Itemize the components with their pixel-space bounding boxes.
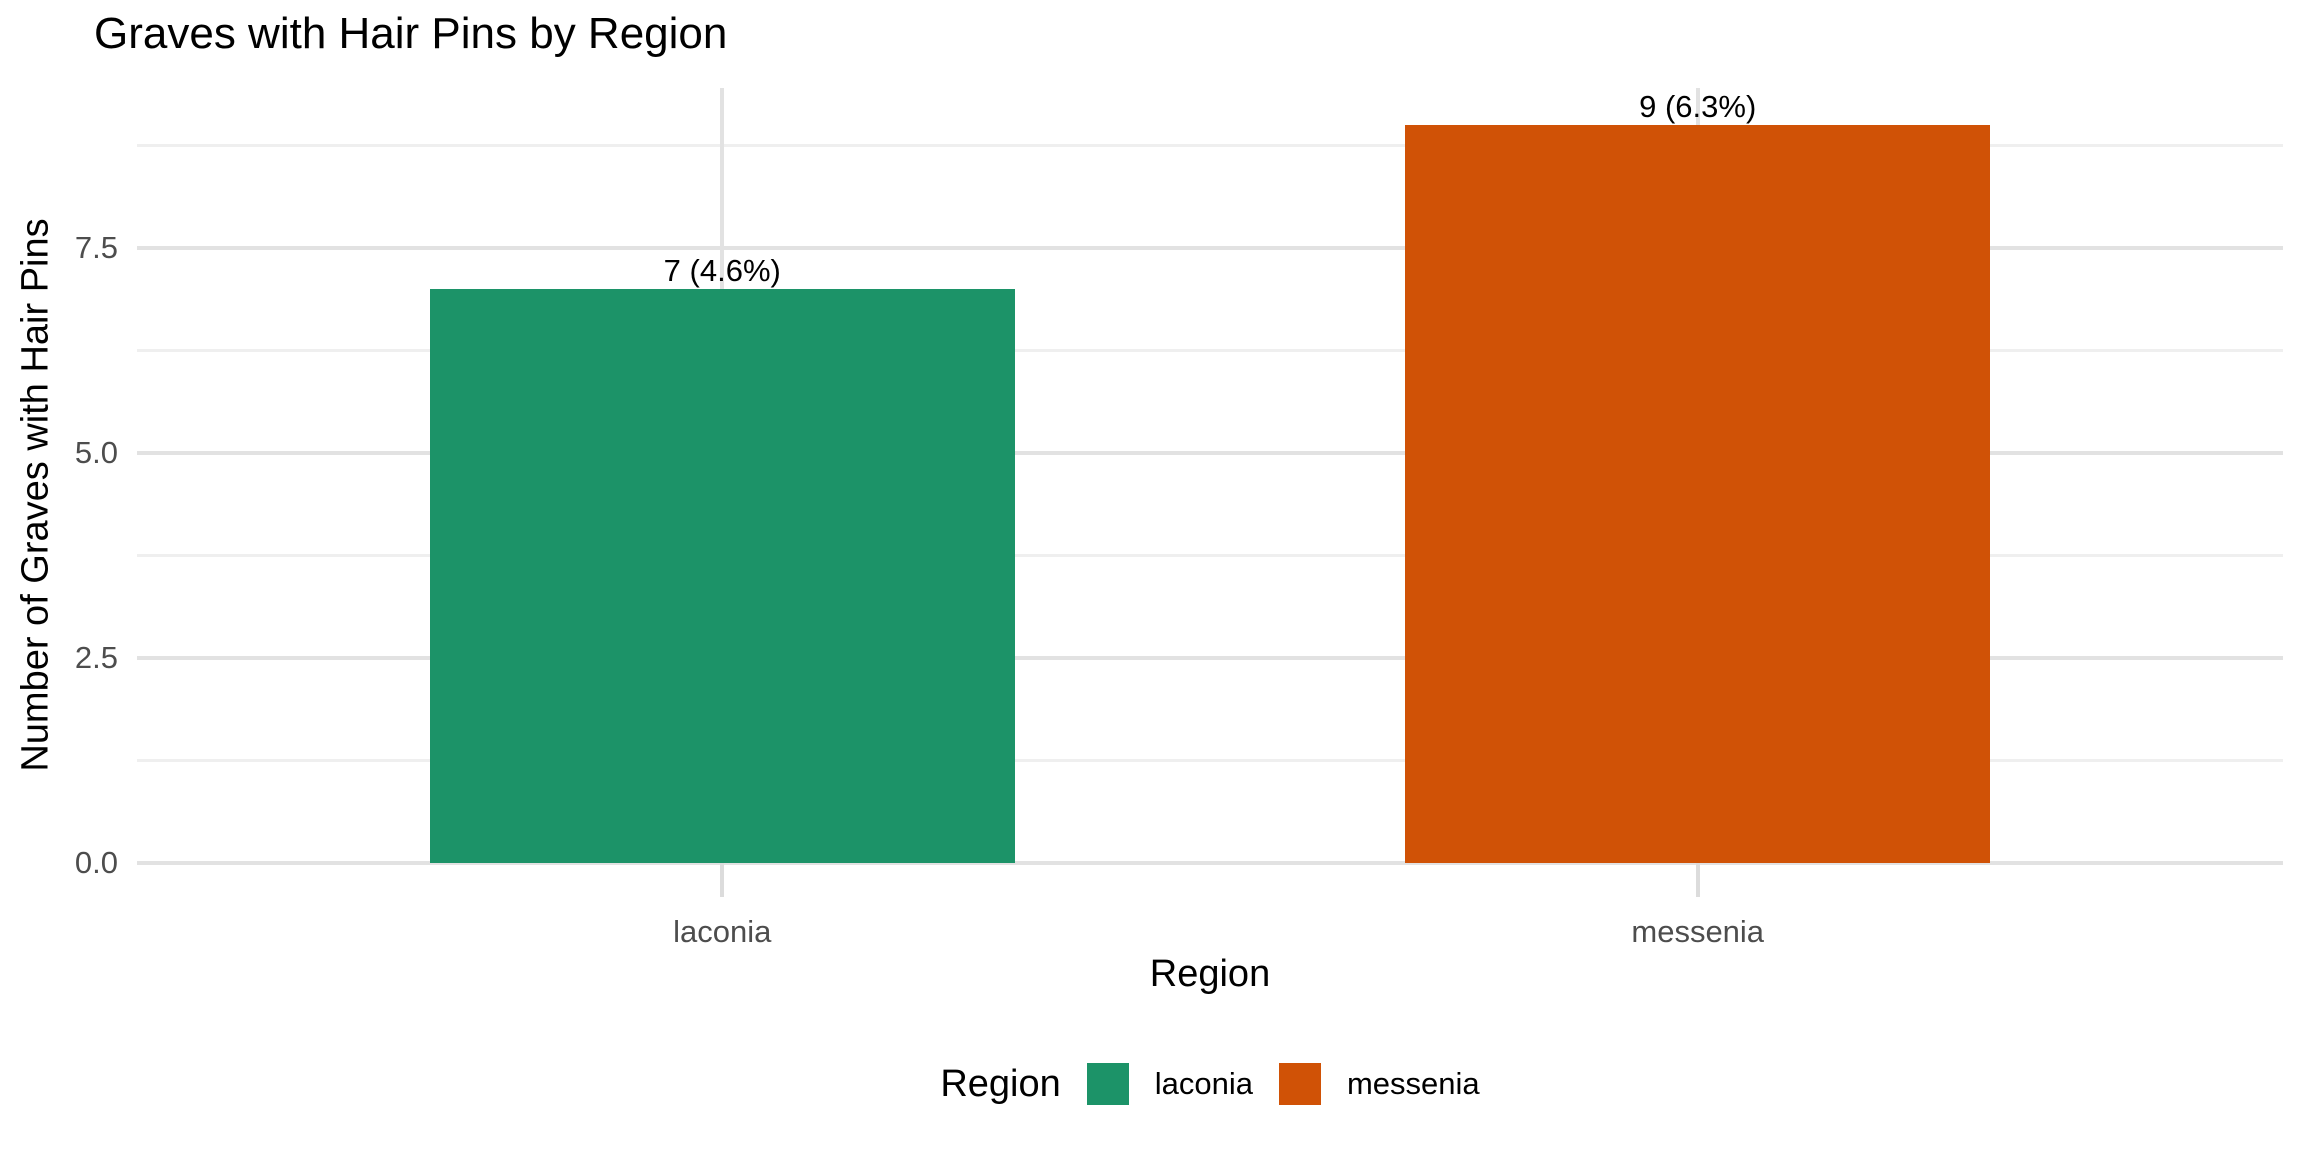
x-axis-title: Region (1149, 953, 1271, 995)
x-tick-laconia (720, 863, 725, 897)
y-tick-label-0.0: 0.0 (74, 845, 118, 880)
gridline-major-y-5 (137, 450, 2283, 455)
x-tick-label-messenia: messenia (1631, 914, 1765, 949)
legend-swatch-laconia (1086, 1063, 1129, 1105)
gridline-minor-y-8.75 (137, 143, 2283, 147)
gridline-minor-y-1.25 (137, 758, 2283, 762)
gridline-major-y-7.5 (137, 245, 2283, 250)
chart-title: Graves with Hair Pins by Region (94, 9, 728, 58)
legend: Region laconia messenia (137, 1056, 2283, 1112)
bar-laconia (429, 288, 1015, 863)
x-tick-label-laconia: laconia (673, 914, 772, 949)
x-tick-messenia (1695, 863, 1700, 897)
bar-label-messenia: 9 (6.3%) (1639, 88, 1757, 124)
legend-label-messenia: messenia (1346, 1066, 1480, 1101)
gridline-minor-y-3.75 (137, 553, 2283, 557)
gridline-minor-y-6.25 (137, 348, 2283, 352)
gridline-major-y-0 (137, 861, 2283, 865)
y-tick-label-7.5: 7.5 (74, 229, 118, 265)
legend-label-laconia: laconia (1154, 1066, 1253, 1101)
y-tick-label-5.0: 5.0 (74, 434, 118, 470)
y-tick-label-2.5: 2.5 (74, 639, 118, 675)
bar-label-laconia: 7 (4.6%) (663, 252, 781, 288)
bar-messenia (1405, 124, 1991, 863)
gridline-major-y-2.5 (137, 655, 2283, 660)
legend-swatch-messenia (1278, 1063, 1321, 1105)
legend-title: Region (940, 1062, 1061, 1105)
